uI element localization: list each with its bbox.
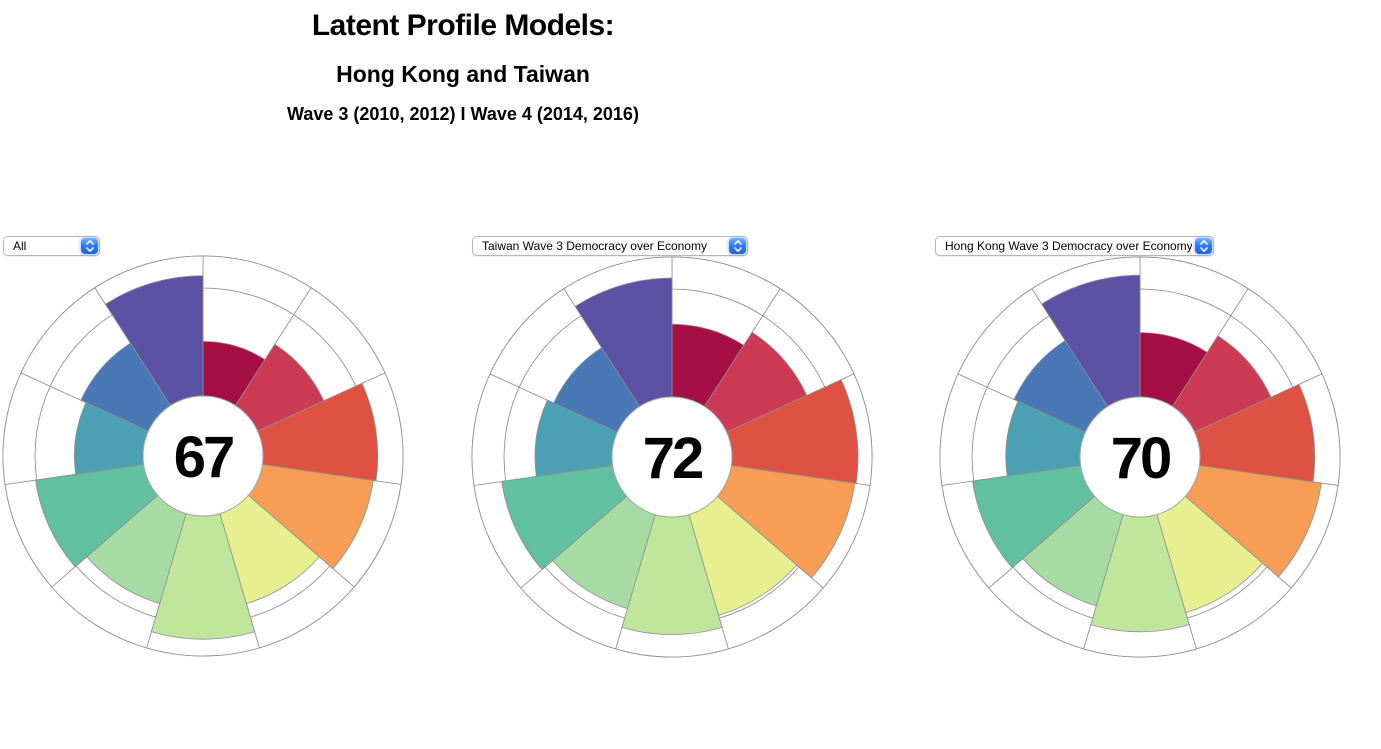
select-stepper-icon: [729, 238, 746, 254]
page-title: Latent Profile Models:: [311, 9, 615, 42]
wave-caption: Wave 3 (2010, 2012) I Wave 4 (2014, 2016…: [287, 104, 639, 124]
select-stepper-icon: [1195, 238, 1212, 254]
filter-select-all[interactable]: All: [3, 236, 100, 256]
chevron-up-down-icon: [85, 240, 94, 252]
aster-chart-3: 70: [939, 256, 1341, 658]
select-stepper-icon: [81, 238, 98, 254]
aster-chart-1: 67: [2, 255, 404, 657]
aster-chart-2: 72: [471, 256, 873, 658]
center-score: 72: [643, 426, 702, 491]
filter-select-hongkong-w3[interactable]: Hong Kong Wave 3 Democracy over Economy: [935, 236, 1214, 256]
center-score: 67: [174, 425, 233, 490]
chevron-up-down-icon: [733, 240, 742, 252]
chevron-up-down-icon: [1199, 240, 1208, 252]
select-value: All: [13, 239, 27, 253]
select-value: Hong Kong Wave 3 Democracy over Economy: [945, 239, 1192, 253]
page-subtitle: Hong Kong and Taiwan: [336, 61, 590, 87]
center-score: 70: [1111, 426, 1170, 491]
center-circle: [1079, 396, 1201, 518]
center-circle: [611, 396, 733, 518]
filter-select-taiwan-w3[interactable]: Taiwan Wave 3 Democracy over Economy: [472, 236, 748, 256]
select-value: Taiwan Wave 3 Democracy over Economy: [482, 239, 707, 253]
center-circle: [142, 395, 264, 517]
